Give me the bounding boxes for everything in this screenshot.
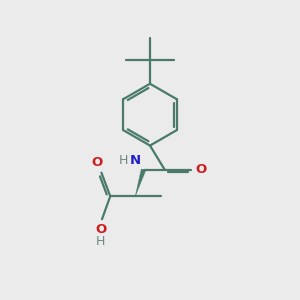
Text: O: O — [92, 156, 103, 169]
Text: H: H — [119, 154, 128, 167]
Text: N: N — [130, 154, 141, 167]
Text: O: O — [95, 223, 106, 236]
Polygon shape — [135, 169, 146, 196]
Text: H: H — [96, 235, 105, 248]
Text: O: O — [195, 163, 207, 176]
